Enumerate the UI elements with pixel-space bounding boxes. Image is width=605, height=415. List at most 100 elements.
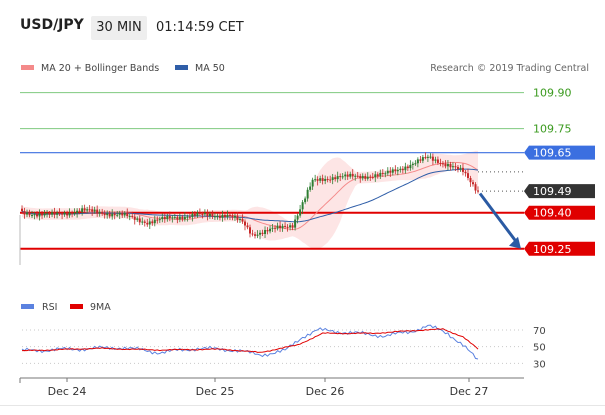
candle (131, 211, 134, 219)
candle-body (261, 232, 264, 234)
candle (178, 213, 181, 223)
candle (469, 175, 472, 187)
candle-body (426, 156, 429, 158)
candle (173, 214, 176, 220)
candle-body (406, 166, 409, 169)
pivot-label: 109.65 (533, 147, 572, 160)
last-price-label: 109.49 (533, 185, 572, 198)
level-lines-layer (20, 92, 524, 250)
candle (143, 219, 146, 227)
candle-body (459, 167, 462, 170)
candle (331, 173, 334, 185)
last-price-tag (524, 184, 595, 199)
candle (266, 227, 269, 235)
candle-body (181, 216, 184, 220)
candle (296, 213, 299, 224)
candle (471, 179, 474, 187)
candle (213, 212, 216, 221)
candle-body (401, 168, 404, 171)
candle-body (83, 208, 86, 211)
candle-body (456, 167, 459, 170)
candle (401, 165, 404, 174)
candle (171, 215, 174, 223)
candle (349, 171, 352, 179)
candle (274, 225, 277, 233)
candle (354, 173, 357, 181)
candle-body (306, 189, 309, 199)
candle (466, 168, 469, 181)
candle (216, 213, 219, 220)
candle-body (369, 176, 372, 178)
candle-body (228, 214, 231, 216)
bollinger-legend-swatch (21, 65, 34, 70)
candle-body (43, 213, 46, 216)
candle (71, 210, 74, 218)
candle (279, 221, 282, 232)
candle-body (243, 221, 246, 226)
candle-body (304, 198, 307, 203)
candle-body (434, 159, 437, 161)
candle-body (274, 227, 277, 229)
timeframe-badge[interactable]: 30 MIN (91, 16, 147, 40)
candle (168, 211, 171, 222)
rsi-tick-label: 50 (533, 343, 546, 354)
candle-body (48, 213, 51, 215)
candle-body (269, 228, 272, 232)
x-tick-label: Dec 27 (450, 385, 489, 398)
candle-body (431, 156, 434, 161)
candle-body (286, 226, 289, 228)
candle (76, 208, 79, 218)
candle (206, 209, 209, 221)
candle (106, 210, 109, 219)
candle (351, 169, 354, 180)
candle (181, 214, 184, 222)
candle-body (68, 212, 71, 216)
candle (376, 172, 379, 179)
candle-body (223, 214, 226, 218)
candle-body (76, 210, 79, 213)
candle-body (284, 225, 287, 227)
candle (158, 216, 161, 223)
support-label: 109.25 (533, 243, 572, 256)
candle (414, 160, 417, 166)
main-legend: MA 20 + Bollinger Bands MA 50 Research ©… (21, 63, 589, 74)
candle-body (146, 222, 149, 225)
resistance-label: 109.90 (533, 87, 572, 100)
candle (459, 165, 462, 172)
candle-body (371, 176, 374, 178)
candle (96, 205, 99, 217)
candle (356, 171, 359, 178)
candle (346, 171, 349, 180)
candle-body (93, 209, 96, 212)
candle-body (449, 164, 452, 168)
candle (51, 209, 54, 218)
candle (371, 172, 374, 180)
candle-body (324, 178, 327, 181)
candle (211, 210, 214, 219)
candle (88, 205, 91, 212)
candle (101, 208, 104, 216)
candle-body (421, 157, 424, 161)
candle-body (188, 216, 191, 218)
candle (426, 154, 429, 162)
candle-body (391, 169, 394, 173)
candle (419, 155, 422, 164)
candle-body (56, 212, 59, 215)
candle-body (474, 184, 477, 191)
candle (161, 213, 164, 223)
candle-body (201, 213, 204, 215)
rsi-legend: RSI 9MA (21, 302, 111, 313)
candle (374, 171, 377, 182)
candle (36, 210, 39, 219)
candle (286, 224, 289, 232)
candle-body (168, 216, 171, 219)
candle (98, 209, 101, 217)
candle-body (439, 162, 442, 164)
candle-body (311, 179, 314, 187)
candle-body (246, 225, 249, 228)
candle-body (238, 218, 241, 220)
candle-body (346, 174, 349, 177)
candle-body (211, 213, 214, 217)
candle (264, 226, 267, 239)
candle (38, 209, 41, 221)
